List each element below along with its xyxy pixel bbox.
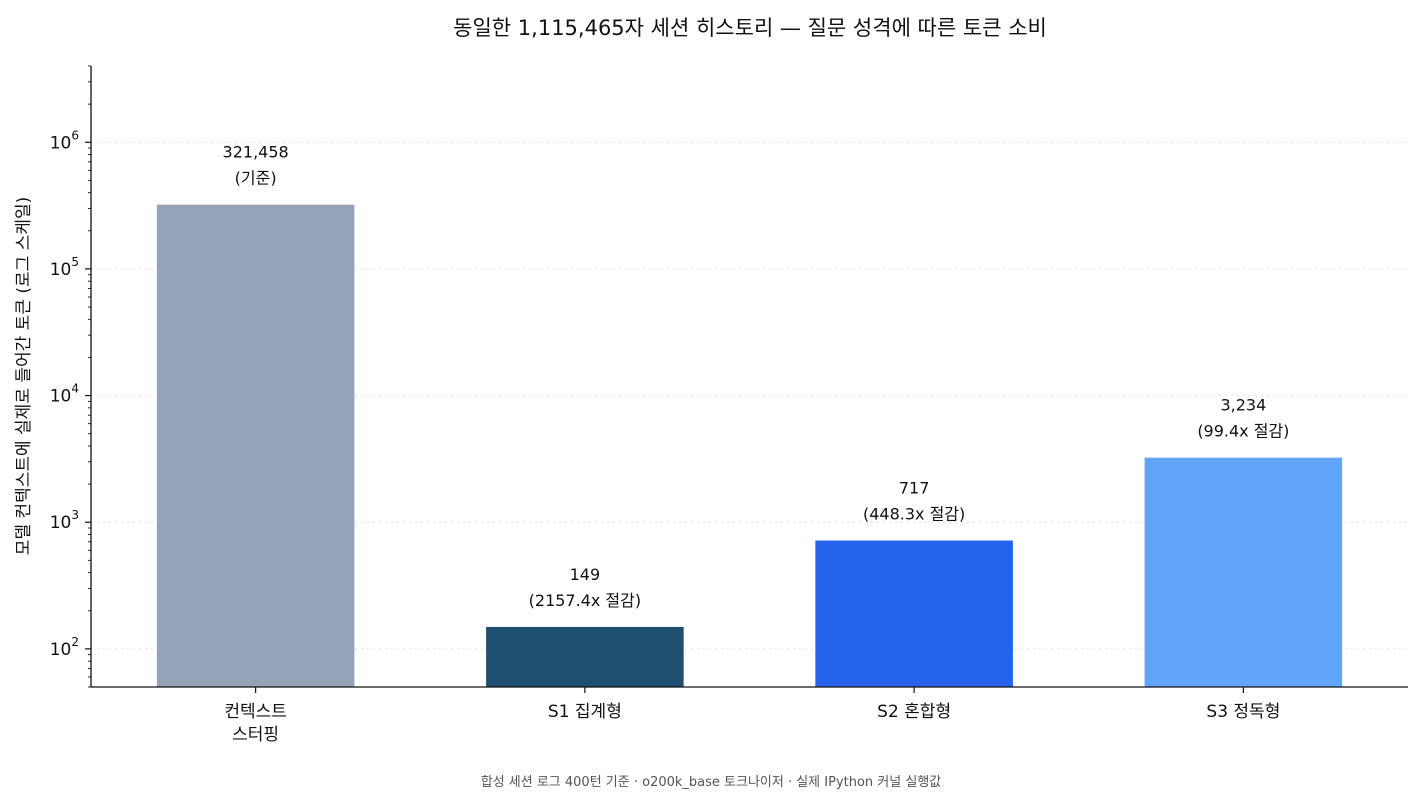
bar-3 bbox=[1144, 457, 1343, 687]
bar-2 bbox=[815, 540, 1013, 687]
y-tick-label-4: 106 bbox=[50, 128, 79, 153]
bar-1 bbox=[486, 626, 684, 687]
bar-note-label-2: (448.3x 절감) bbox=[863, 505, 965, 524]
bar-note-label-3: (99.4x 절감) bbox=[1197, 422, 1289, 441]
y-tick-label-0: 102 bbox=[50, 635, 79, 660]
bar-value-label-1: 149 bbox=[570, 565, 601, 584]
bar-value-label-0: 321,458 bbox=[223, 143, 289, 162]
y-axis-label: 모델 컨텍스트에 실제로 들어간 토큰 (로그 스케일) bbox=[14, 197, 34, 556]
y-axis-ticks: 102 103 104 105 106 bbox=[50, 65, 91, 688]
bars bbox=[156, 204, 1343, 687]
bar-0 bbox=[156, 204, 355, 687]
bar-note-label-0: (기준) bbox=[235, 169, 277, 188]
x-category-label-0-0: 컨텍스트 bbox=[224, 702, 287, 722]
bar-labels: 321,458 (기준) 149 (2157.4x 절감) 717 (448.3x 절감)… bbox=[223, 143, 1290, 610]
chart-title: 동일한 1,115,465자 세션 히스토리 — 질문 성격에 따른 토큰 소비 bbox=[453, 16, 1047, 40]
x-category-label-2-0: S2 혼합형 bbox=[877, 702, 951, 722]
bar-value-label-3: 3,234 bbox=[1220, 396, 1266, 415]
x-category-label-0-1: 스터핑 bbox=[232, 725, 279, 745]
y-tick-label-1: 103 bbox=[50, 508, 79, 533]
x-category-label-3-0: S3 정독형 bbox=[1206, 702, 1280, 722]
x-category-label-1-0: S1 집계형 bbox=[548, 702, 622, 722]
bar-note-label-1: (2157.4x 절감) bbox=[529, 591, 641, 610]
bar-value-label-2: 717 bbox=[899, 479, 930, 498]
y-tick-label-3: 105 bbox=[50, 255, 79, 280]
footnote: 합성 세션 로그 400턴 기준 · o200k_base 토크나이저 · 실제… bbox=[481, 774, 942, 790]
y-tick-label-2: 104 bbox=[50, 382, 79, 407]
